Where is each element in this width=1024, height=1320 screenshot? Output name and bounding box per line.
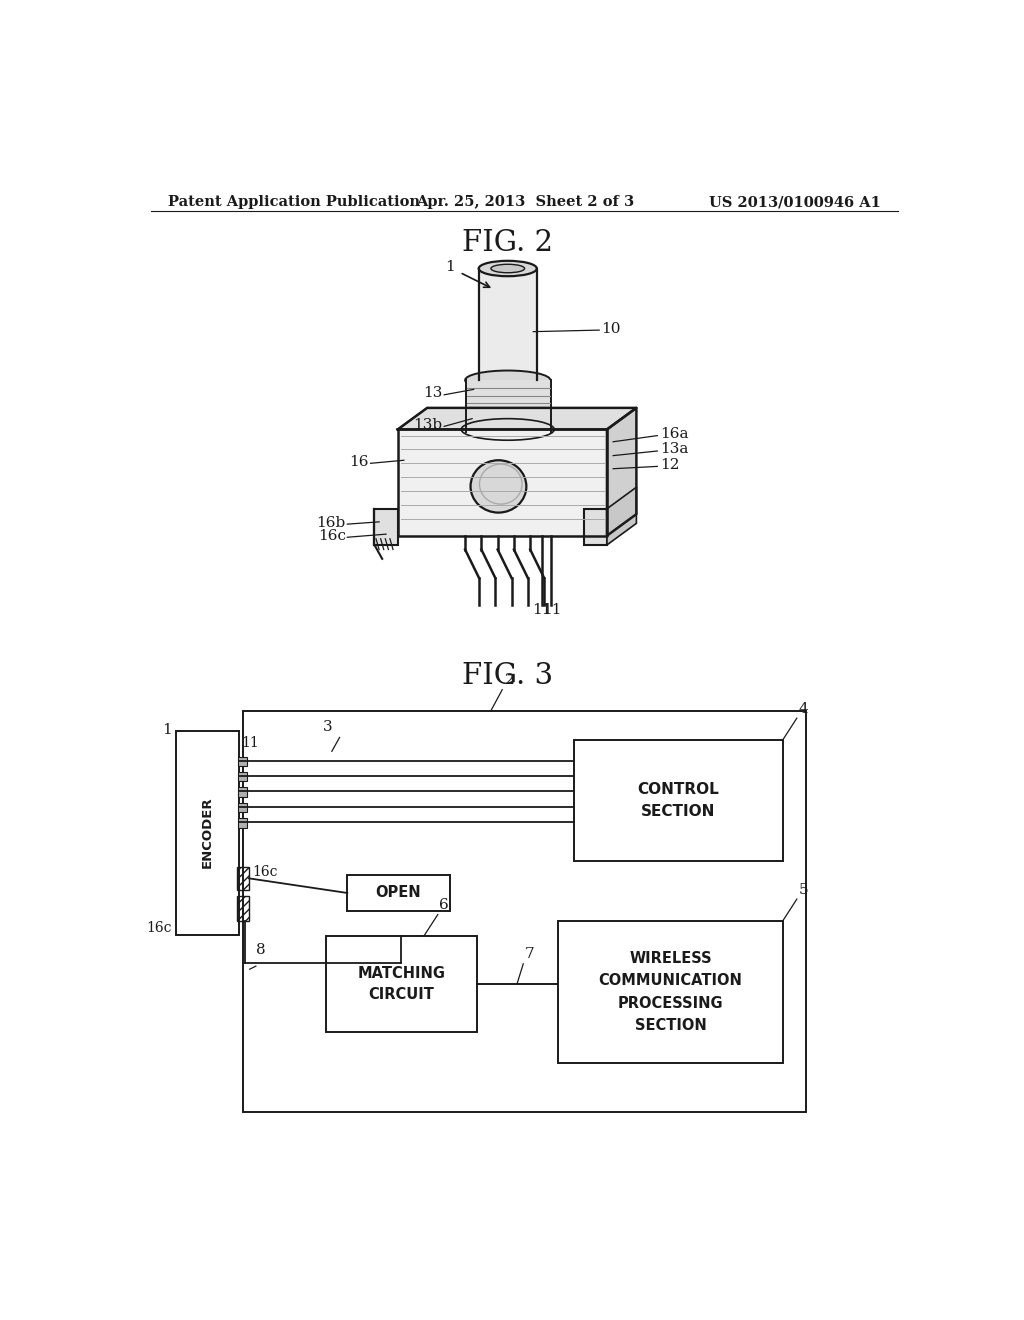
Text: FIG. 2: FIG. 2: [462, 230, 553, 257]
Bar: [584, 508, 607, 545]
Bar: [238, 772, 248, 781]
Text: 11: 11: [241, 737, 259, 751]
Text: 1: 1: [445, 260, 456, 275]
Polygon shape: [607, 408, 636, 536]
Text: Patent Application Publication: Patent Application Publication: [168, 195, 420, 210]
Bar: [558, 921, 783, 1063]
Ellipse shape: [478, 372, 537, 388]
Text: 7: 7: [524, 948, 535, 961]
Bar: [326, 936, 477, 1032]
Text: 12: 12: [659, 458, 679, 471]
Ellipse shape: [490, 264, 524, 273]
Text: 16b: 16b: [316, 516, 346, 529]
Text: 16: 16: [349, 455, 369, 469]
Text: 16c: 16c: [253, 865, 279, 879]
Text: Apr. 25, 2013  Sheet 2 of 3: Apr. 25, 2013 Sheet 2 of 3: [416, 195, 634, 210]
Text: 16a: 16a: [659, 428, 688, 441]
Text: 13: 13: [423, 387, 442, 400]
Bar: [238, 803, 248, 812]
Polygon shape: [607, 487, 636, 545]
Bar: [238, 756, 248, 766]
Bar: [237, 896, 249, 921]
Text: CONTROL
SECTION: CONTROL SECTION: [637, 781, 719, 818]
Text: 8: 8: [256, 942, 265, 957]
Ellipse shape: [471, 461, 526, 512]
Text: 5: 5: [799, 883, 808, 896]
Bar: [238, 818, 248, 828]
Text: 6: 6: [439, 898, 450, 912]
Text: 3: 3: [324, 721, 333, 734]
Text: 4: 4: [799, 702, 808, 715]
Text: US 2013/0100946 A1: US 2013/0100946 A1: [710, 195, 882, 210]
Polygon shape: [466, 380, 551, 432]
Text: 13b: 13b: [414, 418, 442, 432]
Polygon shape: [479, 268, 538, 380]
Text: OPEN: OPEN: [376, 886, 421, 900]
Ellipse shape: [465, 371, 550, 389]
Text: 1: 1: [163, 723, 172, 738]
Text: 13a: 13a: [659, 442, 688, 457]
Text: 10: 10: [601, 322, 621, 335]
Text: MATCHING
CIRCUIT: MATCHING CIRCUIT: [357, 966, 445, 1002]
Bar: [347, 875, 450, 911]
Text: 16c: 16c: [146, 921, 172, 936]
Text: FIG. 3: FIG. 3: [462, 661, 553, 690]
Text: 11: 11: [542, 603, 561, 618]
Ellipse shape: [465, 422, 550, 441]
Bar: [238, 788, 248, 797]
Text: 2: 2: [505, 673, 514, 688]
Bar: [237, 867, 249, 890]
Bar: [243, 711, 806, 1111]
Bar: [176, 730, 239, 935]
Polygon shape: [397, 408, 636, 429]
Bar: [573, 739, 783, 861]
Bar: [375, 508, 397, 545]
Text: ENCODER: ENCODER: [201, 797, 214, 869]
Text: 16c: 16c: [317, 529, 346, 543]
Ellipse shape: [478, 261, 537, 276]
Text: WIRELESS
COMMUNICATION
PROCESSING
SECTION: WIRELESS COMMUNICATION PROCESSING SECTIO…: [599, 952, 742, 1032]
Polygon shape: [397, 429, 607, 536]
Text: 11: 11: [532, 603, 552, 618]
